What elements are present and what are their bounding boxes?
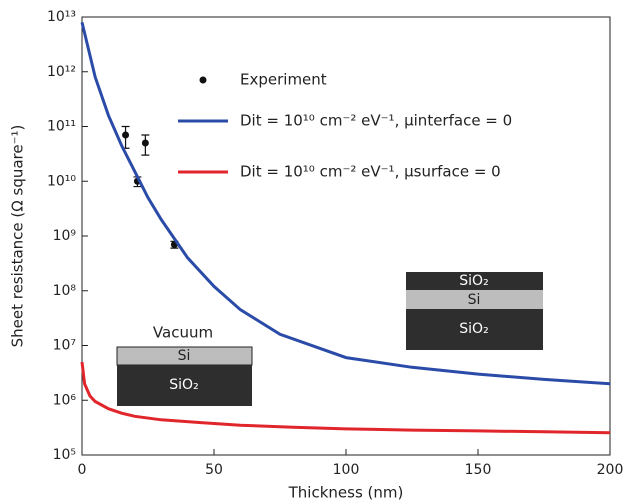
inset-label: Si	[178, 348, 191, 364]
line-series	[80, 21, 611, 386]
x-tick-label: 0	[78, 462, 87, 478]
y-tick-label: 10⁷	[53, 338, 76, 354]
inset-label: Vacuum	[153, 324, 213, 342]
x-tick-label: 150	[465, 462, 492, 478]
data-point	[141, 139, 149, 147]
y-axis-label: Sheet resistance (Ω square⁻¹)	[9, 125, 27, 348]
sio2-layer	[406, 309, 543, 350]
x-tick-label: 200	[597, 462, 624, 478]
sio2-layer	[406, 272, 543, 290]
line-series	[80, 361, 611, 435]
data-point	[122, 131, 130, 139]
si-layer	[406, 290, 543, 309]
inset-left: Vacuum Si SiO₂	[116, 324, 253, 406]
y-tick-label: 10⁹	[53, 228, 77, 244]
y-tick-label: 10⁵	[53, 447, 76, 463]
y-tick-label: 10¹¹	[47, 119, 76, 135]
legend-marker	[199, 76, 207, 84]
x-tick-label: 100	[333, 462, 360, 478]
inset-label: SiO₂	[169, 377, 198, 393]
y-tick-label: 10⁶	[53, 392, 77, 408]
y-tick-label: 10¹⁰	[47, 173, 76, 189]
sio2-layer	[117, 365, 252, 406]
legend-label: Dit = 10¹⁰ cm⁻² eV⁻¹, μsurface = 0	[240, 163, 501, 181]
y-tick-label: 10⁸	[53, 283, 77, 299]
inset-label: SiO₂	[459, 321, 488, 337]
x-axis-label: Thickness (nm)	[288, 484, 404, 502]
legend-label: Experiment	[240, 71, 327, 89]
y-tick-label: 10¹³	[47, 9, 76, 25]
legend-label: Dit = 10¹⁰ cm⁻² eV⁻¹, μinterface = 0	[240, 112, 512, 130]
y-tick-label: 10¹²	[47, 64, 76, 80]
inset-right: SiO₂ Si SiO₂	[406, 272, 543, 350]
x-tick-label: 50	[205, 462, 223, 478]
inset-label: SiO₂	[459, 273, 488, 289]
inset-label: Si	[468, 292, 481, 308]
